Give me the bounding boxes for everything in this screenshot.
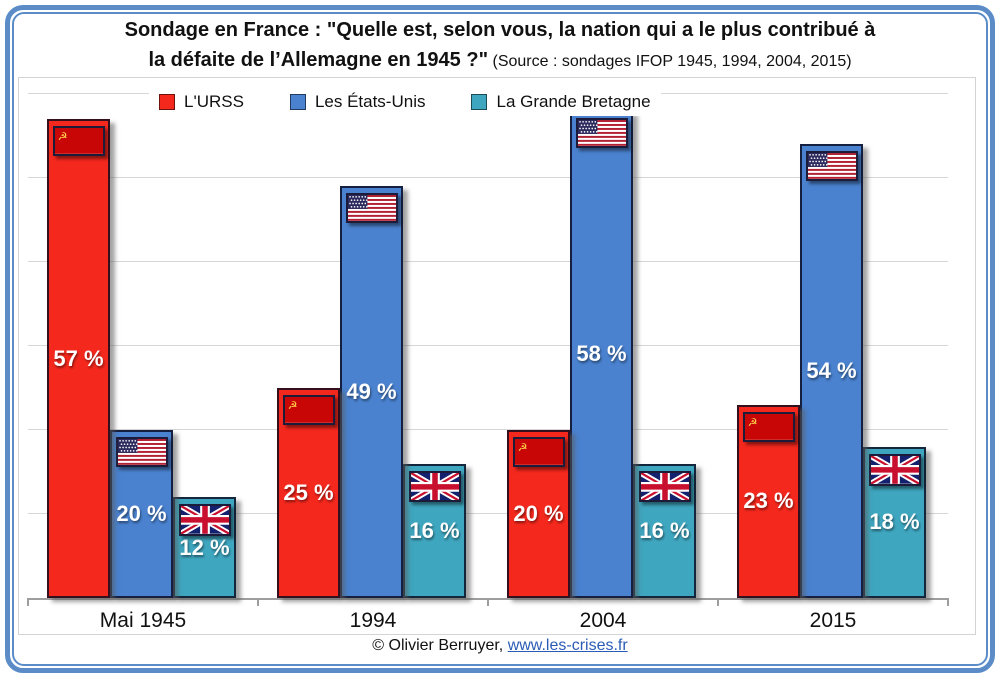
gridline-10: [28, 513, 948, 514]
bar-usa-Mai 1945: 20 %: [110, 430, 173, 598]
uk-flag-icon: [868, 453, 921, 486]
bar-uk-Mai 1945: 12 %: [173, 497, 236, 598]
bar-usa-2015: 54 %: [800, 144, 863, 598]
bar-value-label: 54 %: [806, 358, 857, 384]
bar-group-Mai 1945: ☭ 57 % 20 % 12 %: [28, 78, 258, 598]
bar-value-label: 16 %: [409, 517, 460, 543]
uk-flag-icon: [408, 470, 461, 503]
gridline-40: [28, 261, 948, 262]
x-axis-tick: [257, 598, 259, 606]
bar-group-2015: ☭ 23 % 54 % 18 %: [718, 78, 948, 598]
gridline-50: [28, 177, 948, 178]
legend-label-urss: L'URSS: [184, 92, 244, 111]
x-axis-tick: [717, 598, 719, 606]
usa-flag-icon: [575, 117, 628, 148]
uk-flag-icon: [178, 504, 231, 536]
x-axis-label-2015: 2015: [809, 609, 857, 632]
bar-ussr-Mai 1945: ☭ 57 %: [47, 119, 110, 598]
bar-value-label: 58 %: [576, 341, 627, 367]
ussr-flag-icon: ☭: [52, 126, 105, 157]
bar-ussr-2004: ☭ 20 %: [507, 430, 570, 598]
bar-group-2004: ☭ 20 % 58 % 16 %: [488, 78, 718, 598]
title-source: (Source : sondages IFOP 1945, 1994, 2004…: [492, 53, 852, 70]
legend-swatch-gb: [471, 94, 488, 110]
svg-text:☭: ☭: [287, 400, 297, 412]
x-axis-tick: [487, 598, 489, 606]
bar-value-label: 12 %: [179, 534, 230, 560]
legend-swatch-usa: [289, 94, 306, 110]
usa-flag-icon: [805, 151, 858, 182]
gridline-20: [28, 429, 948, 430]
bar-uk-2004: 16 %: [633, 463, 696, 598]
bar-group-1994: ☭ 25 % 49 % 16 %: [258, 78, 488, 598]
bar-value-label: 20 %: [116, 501, 167, 526]
bar-value-label: 49 %: [346, 379, 397, 405]
bar-uk-1994: 16 %: [403, 463, 466, 598]
usa-flag-icon: [345, 193, 398, 224]
bar-value-label: 23 %: [743, 488, 794, 514]
ussr-flag-icon: ☭: [742, 411, 795, 442]
uk-flag-icon: [638, 470, 691, 503]
copyright-text: © Olivier Berruyer,: [372, 637, 504, 654]
bar-value-label: 16 %: [639, 517, 690, 543]
ussr-flag-icon: ☭: [282, 395, 335, 425]
legend-label-usa: Les États-Unis: [314, 92, 426, 111]
bar-ussr-1994: ☭ 25 %: [277, 388, 340, 598]
chart-title-line2: la défaite de l’Allemagne en 1945 ?" (So…: [0, 46, 1000, 76]
legend-item-gb: La Grande Bretagne: [471, 92, 651, 112]
ussr-flag-icon: ☭: [512, 437, 565, 467]
bar-value-label: 20 %: [513, 501, 564, 526]
bar-value-label: 25 %: [283, 480, 334, 505]
usa-flag-icon: [115, 437, 168, 467]
chart-title: Sondage en France : "Quelle est, selon v…: [0, 16, 1000, 76]
copyright-footer: © Olivier Berruyer, www.les-crises.fr: [0, 637, 1000, 655]
bar-value-label: 57 %: [53, 345, 104, 371]
legend-label-gb: La Grande Bretagne: [496, 92, 651, 111]
svg-text:☭: ☭: [747, 417, 757, 429]
bar-usa-2004: 58 %: [570, 110, 633, 598]
chart-area: ☭ 57 % 20 % 12 % Mai 1945 ☭ 25 % 49 % 16 % 1994 ☭ 2…: [18, 77, 976, 635]
gridline-30: [28, 345, 948, 346]
plot-area: ☭ 57 % 20 % 12 % Mai 1945 ☭ 25 % 49 % 16 % 1994 ☭ 2…: [27, 78, 949, 632]
svg-text:☭: ☭: [517, 442, 527, 454]
x-axis-tick: [27, 598, 29, 606]
chart-title-line1: Sondage en France : "Quelle est, selon v…: [0, 16, 1000, 46]
title-text: Sondage en France : "Quelle est, selon v…: [124, 19, 876, 41]
bar-usa-1994: 49 %: [340, 186, 403, 598]
bar-uk-2015: 18 %: [863, 446, 926, 598]
legend: L'URSS Les États-Unis La Grande Bretagne: [149, 88, 661, 116]
bar-value-label: 18 %: [869, 509, 920, 535]
title-text-bold: la défaite de l’Allemagne en 1945 ?": [148, 49, 489, 71]
svg-text:☭: ☭: [57, 131, 67, 143]
legend-swatch-urss: [159, 94, 175, 110]
legend-item-usa: Les États-Unis: [289, 92, 426, 112]
x-axis-label-1994: 1994: [349, 609, 397, 632]
bar-ussr-2015: ☭ 23 %: [737, 404, 800, 598]
legend-item-urss: L'URSS: [159, 92, 244, 112]
x-axis-tick: [947, 598, 949, 606]
les-crises-link[interactable]: www.les-crises.fr: [507, 637, 628, 654]
x-axis-label-2004: 2004: [579, 609, 627, 632]
x-axis-label-Mai 1945: Mai 1945: [99, 609, 187, 632]
